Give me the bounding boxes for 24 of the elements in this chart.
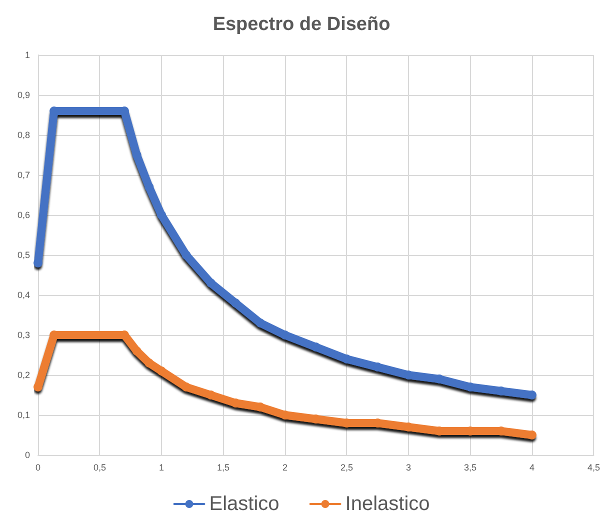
- legend-label: Inelastico: [345, 493, 430, 515]
- y-tick-label: 0,8: [17, 130, 30, 140]
- y-tick-label: 1: [24, 50, 30, 60]
- chart-title: Espectro de Diseño: [212, 14, 390, 35]
- x-tick-label: 2: [282, 462, 288, 472]
- x-tick-label: 3,5: [464, 462, 477, 472]
- y-tick-label: 0: [24, 450, 30, 460]
- x-tick-label: 4,5: [587, 462, 600, 472]
- x-tick-label: 0,5: [93, 462, 106, 472]
- y-tick-label: 0,1: [17, 410, 30, 420]
- y-tick-label: 0,2: [17, 370, 30, 380]
- y-tick-label: 0,3: [17, 330, 30, 340]
- x-tick-label: 2,5: [340, 462, 354, 472]
- y-tick-label: 0,7: [17, 170, 30, 180]
- y-tick-label: 0,6: [17, 210, 30, 220]
- x-tick-label: 1: [158, 462, 164, 472]
- legend-label: Elastico: [209, 493, 280, 515]
- x-tick-label: 1,5: [216, 462, 230, 472]
- x-tick-label: 4: [529, 462, 535, 472]
- x-tick-label: 0: [35, 462, 41, 472]
- y-tick-label: 0,5: [17, 250, 30, 260]
- y-tick-label: 0,4: [17, 290, 30, 300]
- y-tick-label: 0,9: [17, 90, 30, 100]
- x-tick-label: 3: [406, 462, 412, 472]
